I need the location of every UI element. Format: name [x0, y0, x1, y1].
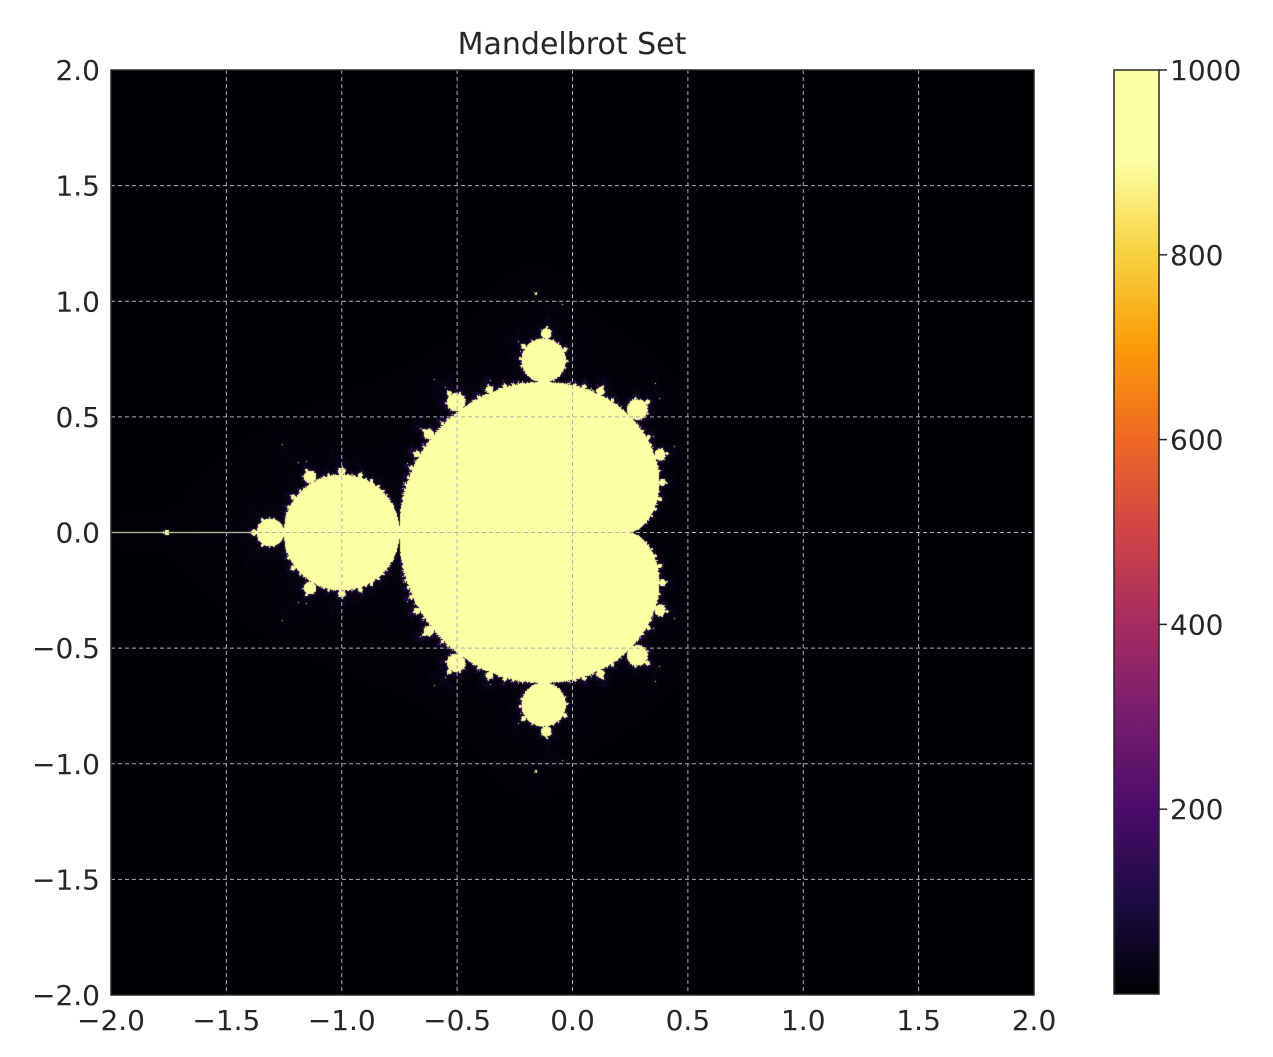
y-tick-label: −1.0 — [32, 748, 100, 781]
colorbar-gradient — [1113, 69, 1160, 995]
chart-title: Mandelbrot Set — [458, 27, 687, 62]
colorbar: 200 400 600 800 1000 — [1113, 54, 1241, 995]
y-tick-label: −2.0 — [32, 979, 100, 1012]
y-tick-label: 0.5 — [55, 401, 100, 434]
colorbar-tick-label: 200 — [1170, 793, 1223, 826]
x-axis: −2.0 −1.5 −1.0 −0.5 0.0 0.5 1.0 1.5 2.0 — [77, 1004, 1056, 1037]
y-tick-label: −1.5 — [32, 863, 100, 896]
x-tick-label: 0.0 — [550, 1004, 595, 1037]
y-axis: −2.0 −1.5 −1.0 −0.5 0.0 0.5 1.0 1.5 2.0 — [32, 54, 100, 1012]
plot-frame — [110, 69, 1035, 996]
x-tick-label: −1.5 — [192, 1004, 260, 1037]
colorbar-tick-label: 400 — [1170, 608, 1223, 641]
x-tick-label: −2.0 — [77, 1004, 145, 1037]
grid-lines — [111, 70, 1034, 995]
plot-area — [110, 69, 1035, 996]
x-tick-label: −0.5 — [423, 1004, 491, 1037]
y-tick-label: 0.0 — [55, 517, 100, 550]
x-tick-label: 1.0 — [781, 1004, 826, 1037]
y-tick-label: 2.0 — [55, 54, 100, 87]
x-tick-label: 1.5 — [896, 1004, 941, 1037]
x-tick-label: 2.0 — [1012, 1004, 1057, 1037]
colorbar-ticks: 200 400 600 800 1000 — [1159, 54, 1241, 826]
y-tick-label: 1.0 — [55, 285, 100, 318]
colorbar-tick-label: 1000 — [1170, 54, 1241, 87]
colorbar-tick-label: 800 — [1170, 239, 1223, 272]
colorbar-tick-label: 600 — [1170, 424, 1223, 457]
y-tick-label: 1.5 — [55, 170, 100, 203]
x-tick-label: −1.0 — [308, 1004, 376, 1037]
x-tick-label: 0.5 — [666, 1004, 711, 1037]
y-tick-label: −0.5 — [32, 632, 100, 665]
